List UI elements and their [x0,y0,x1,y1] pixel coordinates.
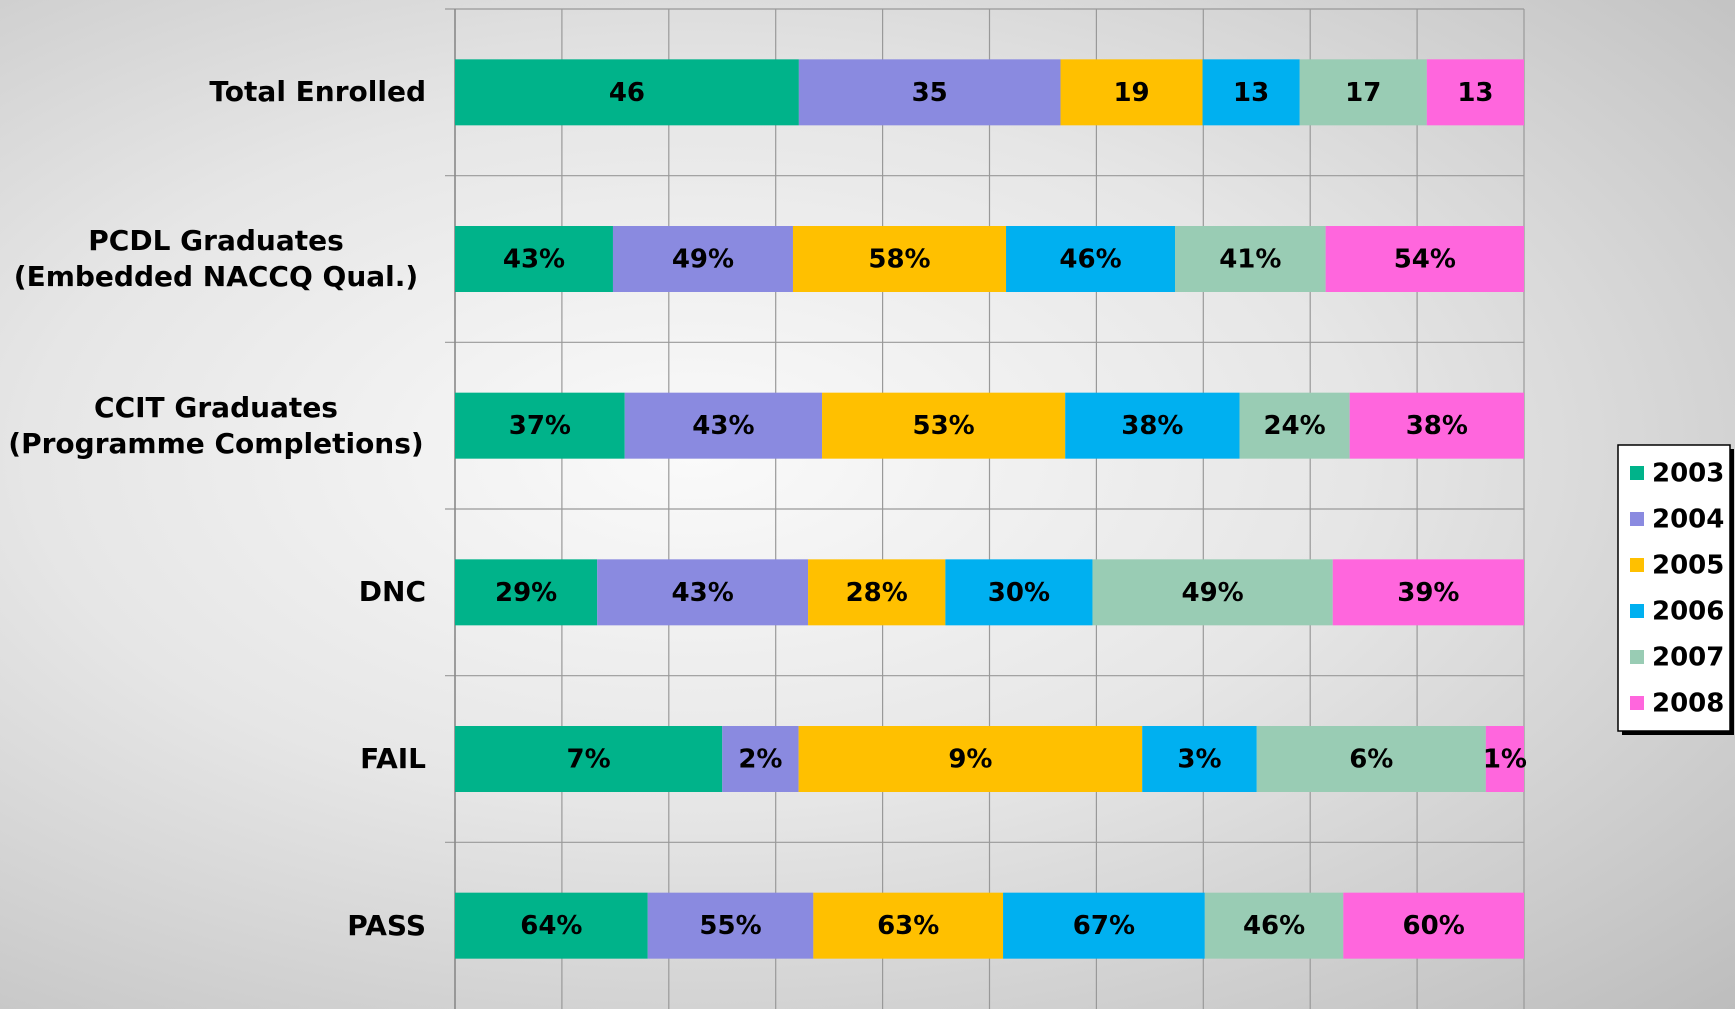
legend-swatch [1630,466,1644,480]
category-text: PCDL Graduates (Embedded NACCQ Qual.) [13,224,419,293]
bar-segment [1349,392,1524,459]
data-label: 37% [509,411,571,441]
category-label: CCIT Graduates (Programme Completions) [6,390,426,462]
category-text: PASS [347,908,426,942]
data-label: 43% [672,578,734,608]
bar-segment [455,726,723,792]
legend-label: 2007 [1652,643,1724,673]
bar-segment [945,559,1093,626]
category-text: CCIT Graduates (Programme Completions) [8,390,424,460]
data-label: 49% [672,245,734,275]
bar-segment [1003,892,1205,959]
bar-segment [455,392,625,459]
category-label: PASS [347,908,426,944]
data-label: 1% [1483,745,1527,775]
category-text: DNC [358,575,426,609]
bar-segment [612,226,793,292]
data-label: 64% [520,911,582,941]
bar-segment [1299,59,1427,126]
legend-box [1617,444,1731,732]
bar-segment [792,226,1007,292]
bar-segment [455,892,648,959]
category-label: PCDL Graduates (Embedded NACCQ Qual.) [6,223,426,295]
data-label: 2% [738,745,782,775]
data-label: 54% [1394,245,1456,275]
data-label: 41% [1219,245,1281,275]
bar-segment [1142,726,1257,792]
bar-segment [597,559,809,626]
data-label: 46% [1243,911,1305,941]
bar-segment [1065,392,1240,459]
data-label: 13 [1457,78,1493,108]
bar-segment [1092,559,1333,626]
bar-segment [1256,726,1486,792]
bar-segment [455,226,613,292]
data-label: 46% [1059,245,1121,275]
data-label: 19 [1113,78,1149,108]
legend-label: 2003 [1652,459,1724,489]
bar-segment [1325,226,1524,292]
bar-segment [1060,59,1203,126]
data-label: 28% [846,578,908,608]
bar-segment [822,392,1066,459]
bar-segment [798,59,1061,126]
data-label: 13 [1233,78,1269,108]
data-label: 29% [495,578,557,608]
bar-segment [647,892,814,959]
bar-segment [1175,226,1326,292]
bar-segment [1006,226,1176,292]
bar-segment [1332,559,1524,626]
data-label: 3% [1177,745,1221,775]
data-label: 7% [567,745,611,775]
data-label: 9% [948,745,992,775]
data-label: 67% [1073,911,1135,941]
data-label: 53% [913,411,975,441]
bar-segment [813,892,1004,959]
bar-segment [1202,59,1300,126]
data-label: 38% [1121,411,1183,441]
category-label: Total Enrolled [209,74,426,110]
data-label: 43% [692,411,754,441]
bar-segment [1485,726,1524,792]
data-label: 43% [503,245,565,275]
bar-segment [455,559,598,626]
data-label: 49% [1181,578,1243,608]
legend-swatch [1630,512,1644,526]
data-label: 30% [988,578,1050,608]
legend-label: 2008 [1652,689,1724,719]
data-label: 6% [1349,745,1393,775]
bar-segment [722,726,799,792]
bar-segment [1343,892,1524,959]
bar-segment [624,392,823,459]
legend-swatch [1630,696,1644,710]
data-label: 63% [877,911,939,941]
legend-swatch [1630,650,1644,664]
data-label: 58% [868,245,930,275]
category-text: Total Enrolled [209,75,426,109]
data-label: 38% [1406,411,1468,441]
bar-segment [455,59,799,126]
bar-segment [1204,892,1344,959]
legend-label: 2006 [1652,597,1724,627]
legend-swatch [1630,604,1644,618]
data-label: 24% [1263,411,1325,441]
data-label: 39% [1397,578,1459,608]
bar-segment [1239,392,1350,459]
category-label: DNC [359,574,426,610]
legend-label: 2005 [1652,551,1724,581]
bar-segment [798,726,1143,792]
data-label: 55% [699,911,761,941]
data-label: 17 [1345,78,1381,108]
data-label: 46 [609,78,645,108]
legend-label: 2004 [1652,505,1724,535]
data-label: 35 [912,78,948,108]
data-label: 60% [1403,911,1465,941]
category-text: FAIL [360,742,426,775]
category-label: FAIL [360,741,426,777]
legend-swatch [1630,558,1644,572]
bar-segment [1426,59,1524,126]
bar-segment [808,559,946,626]
